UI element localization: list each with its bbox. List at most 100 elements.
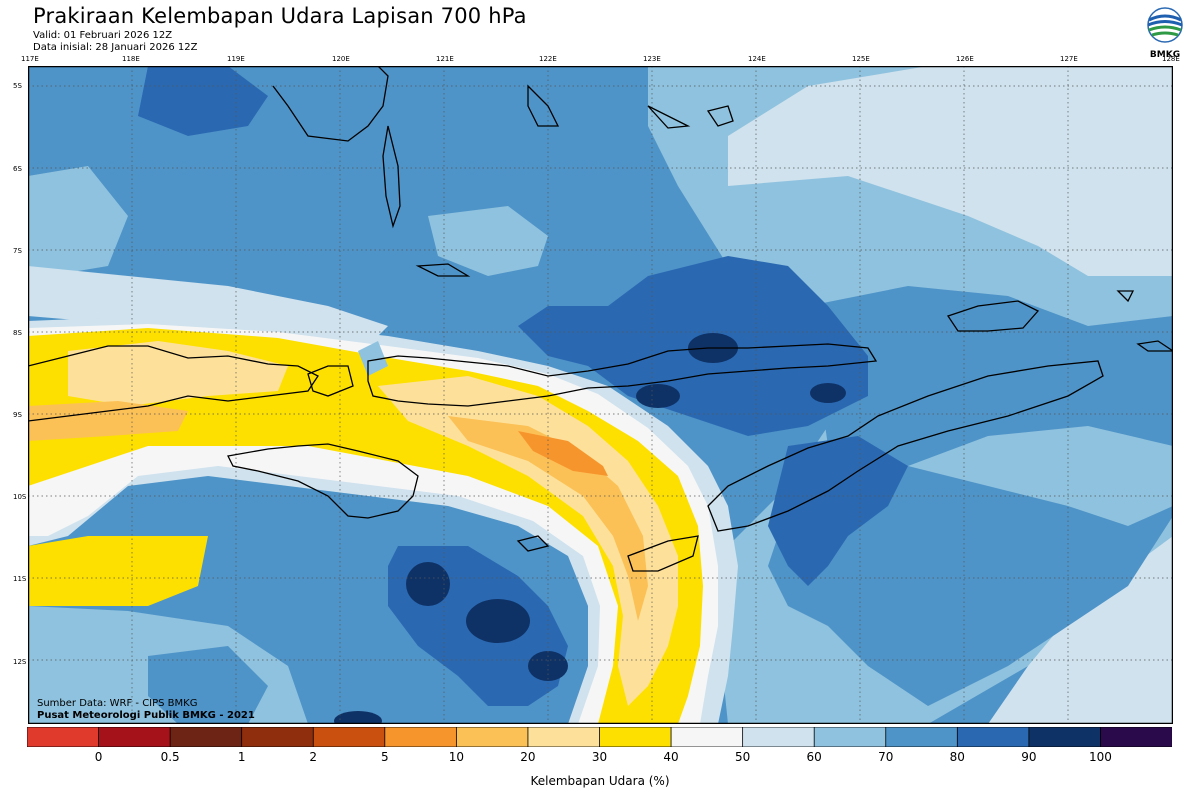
- humidity-field-70-80-sw: [148, 646, 268, 724]
- valid-time: Valid: 01 Februari 2026 12Z: [33, 30, 173, 41]
- humidity-field-20-30-band: [378, 376, 678, 706]
- colorbar-label: 5: [380, 750, 389, 764]
- humidity-map: Sumber Data: WRF - CIPS BMKG Pusat Meteo…: [28, 66, 1173, 724]
- colorbar-swatch: [599, 727, 672, 747]
- colorbar-swatch: [813, 727, 887, 747]
- lon-tick: 123E: [643, 55, 661, 63]
- lat-tick: 7S: [13, 247, 22, 255]
- colorbar-swatch: [956, 727, 1030, 747]
- lat-tick: 12S: [13, 658, 27, 666]
- colorbar-label: 20: [520, 750, 536, 764]
- coast-sulawesi: [272, 66, 389, 142]
- colorbar-label: 30: [591, 750, 608, 764]
- humidity-field-60-70-band: [908, 426, 1173, 526]
- lon-tick: 120E: [332, 55, 350, 63]
- lat-tick: 9S: [13, 411, 22, 419]
- coast-timor: [707, 360, 1104, 532]
- source-credit: Sumber Data: WRF - CIPS BMKG: [37, 698, 197, 709]
- humidity-field-90-100: [334, 711, 382, 724]
- humidity-field-5-10: [518, 431, 608, 476]
- lat-tick: 5S: [13, 82, 22, 90]
- lon-tick: 127E: [1060, 55, 1078, 63]
- humidity-field-70-80-east: [768, 286, 1173, 706]
- colorbar-swatch: [742, 727, 815, 747]
- colorbar-label: 70: [878, 750, 894, 764]
- lat-tick: 10S: [13, 493, 27, 501]
- humidity-field-80-90-north: [138, 66, 268, 136]
- colorbar-swatch: [527, 727, 601, 747]
- humidity-field-30-40-sw: [28, 536, 208, 606]
- humidity-field-90-100: [406, 562, 450, 606]
- colorbar-label: 100: [1088, 750, 1112, 764]
- colorbar-label: 90: [1021, 750, 1037, 764]
- humidity-field-90-100: [636, 384, 680, 408]
- colorbar-label: 50: [734, 750, 751, 764]
- colorbar-swatch: [1028, 727, 1102, 747]
- humidity-field-60-70-north: [428, 206, 548, 276]
- publisher-credit: Pusat Meteorologi Publik BMKG - 2021: [37, 710, 255, 721]
- coast-island: [647, 105, 691, 129]
- coast-flores: [367, 343, 878, 407]
- humidity-field-60-70-spot: [358, 341, 388, 376]
- colorbar-swatch: [241, 727, 314, 747]
- colorbar-swatch: [98, 727, 171, 747]
- humidity-field-80-90-timor: [768, 436, 908, 586]
- coast-rote: [627, 535, 699, 572]
- coastlines: [28, 66, 1173, 572]
- colorbar-label: 0: [94, 750, 103, 764]
- colorbar-swatch: [384, 727, 458, 747]
- colorbar-label: 1: [237, 750, 246, 764]
- colorbar-swatch: [169, 727, 243, 747]
- humidity-field-90-100: [810, 383, 846, 403]
- coast-lombok-sumbawa: [28, 345, 319, 422]
- coast-sumba: [227, 443, 419, 519]
- coast-island: [415, 263, 471, 277]
- map-title: Prakiraan Kelembapan Udara Lapisan 700 h…: [33, 4, 527, 28]
- colorbar-swatch: [312, 727, 386, 747]
- lat-tick: 8S: [13, 329, 22, 337]
- colorbar-swatch: [1100, 727, 1172, 747]
- coast-wetar: [946, 300, 1040, 332]
- coast-island: [706, 105, 734, 127]
- colorbar-label: 80: [949, 750, 965, 764]
- colorbar-unit: Kelembapan Udara (%): [530, 774, 670, 788]
- lat-tick: 6S: [13, 165, 22, 173]
- lon-tick: 124E: [748, 55, 766, 63]
- map-frame: [28, 66, 1173, 724]
- colorbar-label: 60: [806, 750, 822, 764]
- colorbar: [27, 727, 1172, 747]
- lon-tick: 126E: [956, 55, 974, 63]
- init-time: Data inisial: 28 Januari 2026 12Z: [33, 42, 198, 53]
- coast-island: [527, 84, 560, 127]
- coast-island: [1116, 290, 1135, 303]
- humidity-field-50-60-northeast: [728, 66, 1173, 276]
- lon-tick: 117E: [21, 55, 39, 63]
- logo-text: BMKG: [1149, 50, 1181, 60]
- lon-tick: 121E: [436, 55, 454, 63]
- colorbar-label: 40: [663, 750, 679, 764]
- colorbar-label: 0.5: [160, 750, 180, 764]
- lat-tick: 11S: [13, 575, 27, 583]
- lon-tick: 125E: [852, 55, 870, 63]
- coast-island: [307, 365, 354, 397]
- humidity-field-90-100: [466, 599, 530, 643]
- lon-tick: 128E: [1162, 55, 1180, 63]
- colorbar-label: 2: [309, 750, 318, 764]
- coast-sawu: [516, 535, 550, 552]
- bmkg-logo: BMKG: [1143, 6, 1187, 60]
- lon-tick: 118E: [122, 55, 140, 63]
- colorbar-label: 10: [448, 750, 465, 764]
- coast-selayar: [382, 125, 401, 229]
- humidity-field-10-20-west: [28, 401, 188, 441]
- colorbar-swatch: [670, 727, 744, 747]
- colorbar-swatch: [885, 727, 959, 747]
- lon-tick: 119E: [227, 55, 245, 63]
- coast-island: [1136, 340, 1173, 352]
- bmkg-logo-icon: [1147, 7, 1183, 43]
- humidity-field-60-70-west: [28, 166, 128, 276]
- humidity-field-50-60-west: [28, 266, 388, 346]
- colorbar-swatch: [27, 727, 100, 747]
- lon-tick: 122E: [539, 55, 557, 63]
- graticule: [28, 66, 1173, 724]
- colorbar-swatch: [455, 727, 529, 747]
